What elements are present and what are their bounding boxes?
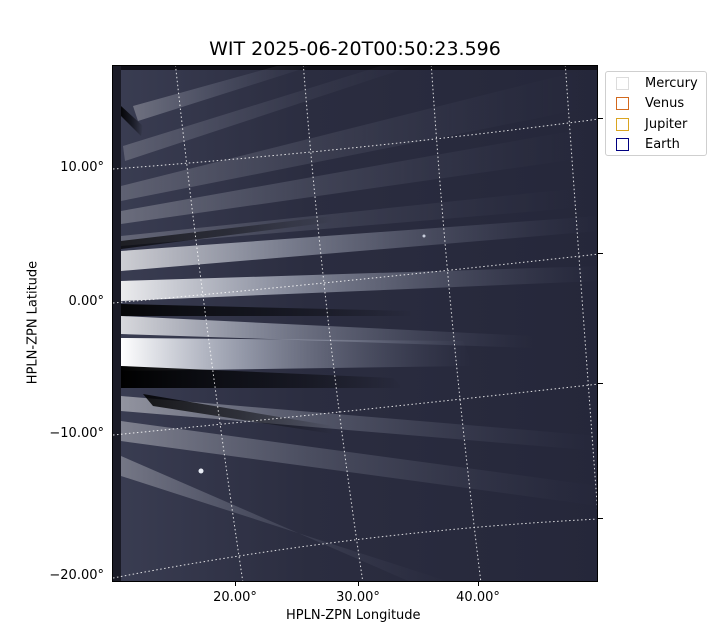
bottom-tick-mark — [358, 582, 359, 586]
legend-label: Venus — [645, 95, 685, 111]
y-tick-label: 0.00° — [68, 294, 104, 309]
legend-item-venus: Venus — [616, 94, 684, 112]
legend-item-earth: Earth — [616, 135, 680, 153]
bottom-tick-mark — [478, 582, 479, 586]
right-tick-mark — [598, 253, 603, 254]
x-tick-label: 30.00° — [336, 590, 380, 605]
top-edge — [113, 66, 597, 70]
y-tick-label: −20.00° — [49, 568, 104, 583]
legend-swatch — [616, 96, 629, 110]
bright-point — [422, 234, 426, 238]
x-axis-label: HPLN-ZPN Longitude — [286, 608, 421, 623]
y-axis-label: HPLN-ZPN Latitude — [25, 260, 41, 385]
legend-label: Earth — [645, 136, 680, 152]
legend-swatch — [616, 137, 629, 151]
bottom-tick-mark — [235, 582, 236, 586]
y-tick-label: 10.00° — [60, 160, 104, 175]
coordinate-grid — [113, 66, 597, 581]
plot-title: WIT 2025-06-20T00:50:23.596 — [209, 38, 501, 60]
occulter-edge — [113, 66, 121, 581]
coronagraph-svg — [113, 66, 597, 581]
x-tick-label: 40.00° — [456, 590, 500, 605]
bright-point — [198, 468, 204, 474]
right-tick-mark — [598, 518, 603, 519]
legend: Mercury Venus Jupiter Earth — [605, 71, 707, 156]
dark-lanes — [121, 106, 413, 434]
right-tick-mark — [598, 118, 603, 119]
coronagraph-image — [112, 65, 598, 582]
legend-item-mercury: Mercury — [616, 74, 698, 92]
legend-swatch — [616, 117, 629, 131]
legend-item-jupiter: Jupiter — [616, 115, 687, 133]
legend-swatch — [616, 76, 629, 90]
legend-label: Mercury — [645, 75, 698, 91]
y-tick-label: −10.00° — [49, 426, 104, 441]
bright-streamers — [121, 216, 597, 581]
x-tick-label: 20.00° — [213, 590, 257, 605]
legend-label: Jupiter — [645, 116, 688, 132]
upper-rays — [121, 66, 597, 246]
right-tick-mark — [598, 383, 603, 384]
